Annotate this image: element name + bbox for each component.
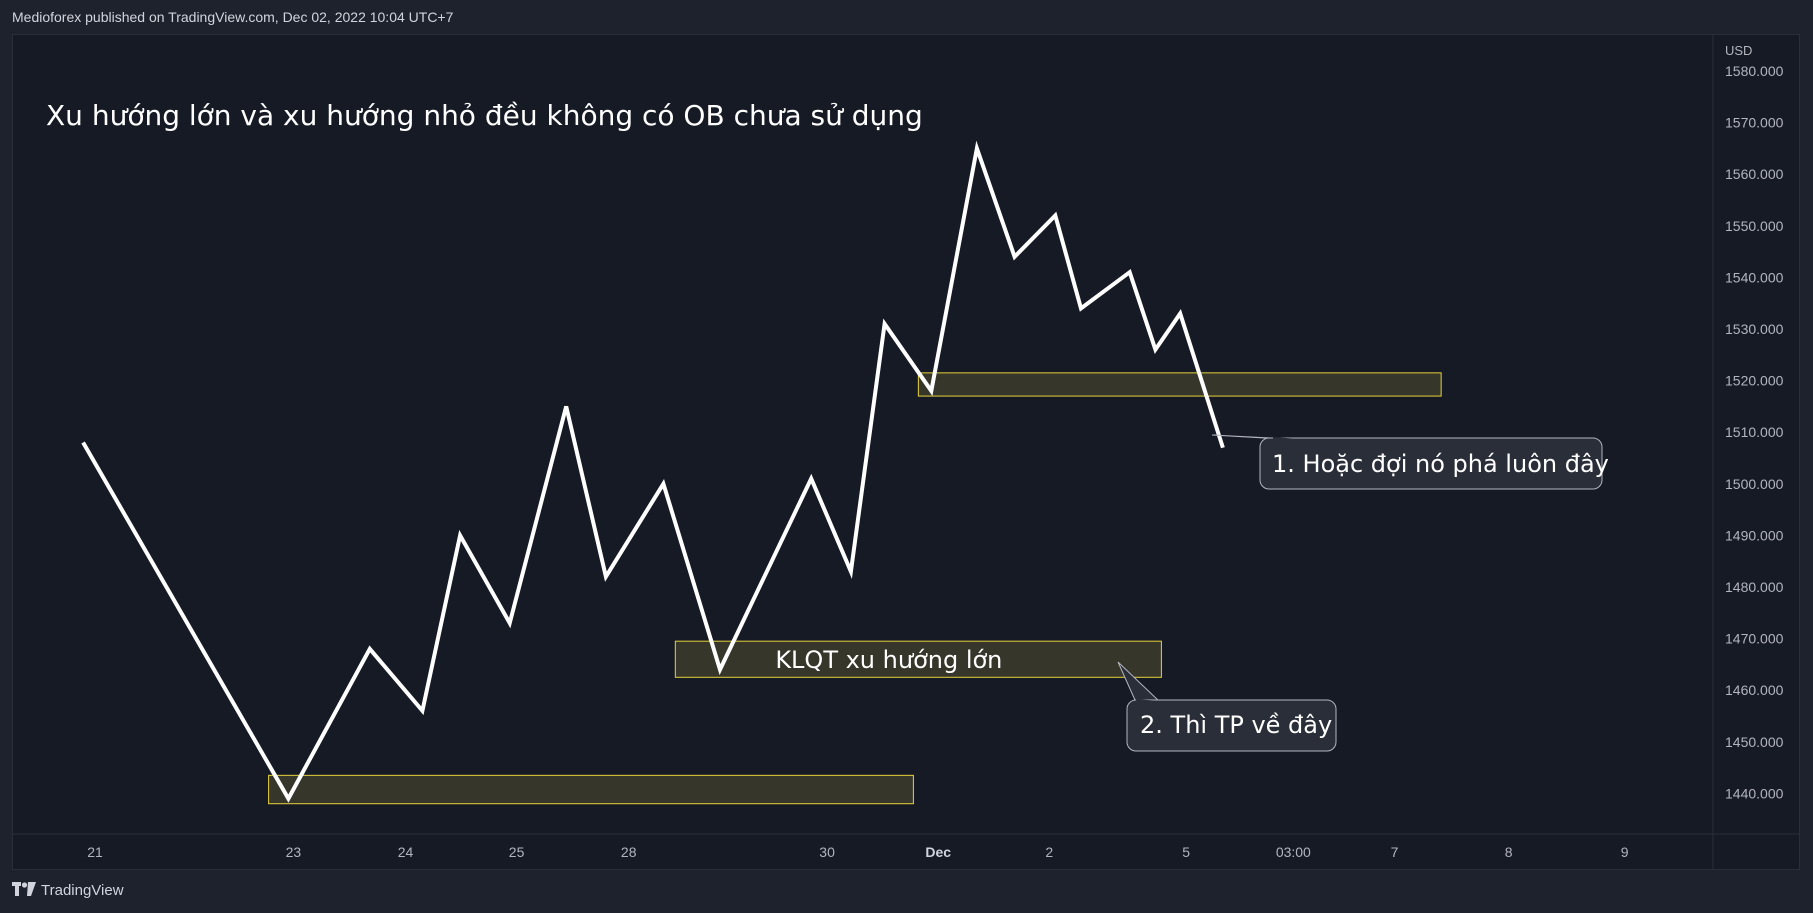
zone-label: KLQT xu hướng lớn: [775, 646, 1002, 674]
y-tick-label: 1560.000: [1725, 166, 1784, 182]
tradingview-logo-icon: [12, 882, 36, 899]
x-tick-label: 21: [87, 844, 103, 860]
y-tick-label: 1530.000: [1725, 321, 1784, 337]
y-tick-label: 1540.000: [1725, 269, 1784, 285]
y-tick-label: 1550.000: [1725, 218, 1784, 234]
y-tick-label: 1470.000: [1725, 631, 1784, 647]
price-line-layer: [81, 140, 1225, 803]
y-tick-label: 1460.000: [1725, 682, 1784, 698]
y-tick-label: 1510.000: [1725, 424, 1784, 440]
axes-layer: 1580.000 1570.000 1560.000 1550.000 1540.000…: [12, 34, 1800, 869]
y-tick-label: 1580.000: [1725, 63, 1784, 79]
x-tick-label: 7: [1391, 844, 1399, 860]
x-tick-label: 8: [1505, 844, 1513, 860]
y-tick-label: 1520.000: [1725, 373, 1784, 389]
tradingview-brand: TradingView: [41, 882, 124, 899]
callout-seam-1: [1272, 437, 1300, 441]
published-header: Medioforex published on TradingView.com,…: [12, 9, 454, 25]
x-tick-label: 23: [286, 844, 302, 860]
x-tick-label: 03:00: [1276, 844, 1311, 860]
chart-title: Xu hướng lớn và xu hướng nhỏ đều không c…: [46, 99, 923, 132]
x-tick-label: 2: [1045, 844, 1053, 860]
callout-box-1: [1259, 437, 1603, 490]
zones-layer: KLQT xu hướng lớn: [268, 372, 1442, 805]
x-tick-label: 9: [1621, 844, 1629, 860]
callout-box-2: [1126, 699, 1337, 752]
price-line: [81, 140, 1225, 803]
order-block-zone-1: [268, 774, 914, 805]
currency-label: USD: [1725, 43, 1752, 58]
x-tick-label: Dec: [925, 844, 951, 860]
y-tick-label: 1570.000: [1725, 115, 1784, 131]
order-block-zone-2: [674, 640, 1162, 678]
order-block-zone-3: [917, 372, 1442, 397]
y-tick-label: 1480.000: [1725, 579, 1784, 595]
tradingview-footer[interactable]: TradingView: [12, 882, 124, 899]
x-tick-label: 28: [621, 844, 637, 860]
y-tick-label: 1440.000: [1725, 785, 1784, 801]
callout-text-2: 2. Thì TP về đây: [1140, 711, 1332, 739]
x-tick-label: 24: [398, 844, 414, 860]
y-tick-label: 1450.000: [1725, 734, 1784, 750]
callouts-layer: 1. Hoặc đợi nó phá luôn đây 2. Thì TP về …: [1117, 434, 1609, 752]
callout-text-1: 1. Hoặc đợi nó phá luôn đây: [1272, 450, 1609, 478]
y-tick-label: 1500.000: [1725, 476, 1784, 492]
x-tick-label: 5: [1182, 844, 1190, 860]
y-tick-label: 1490.000: [1725, 527, 1784, 543]
callout-pointer-2: [1117, 661, 1161, 703]
callout-seam-2: [1135, 699, 1160, 703]
x-tick-label: 30: [819, 844, 835, 860]
x-tick-label: 25: [509, 844, 525, 860]
